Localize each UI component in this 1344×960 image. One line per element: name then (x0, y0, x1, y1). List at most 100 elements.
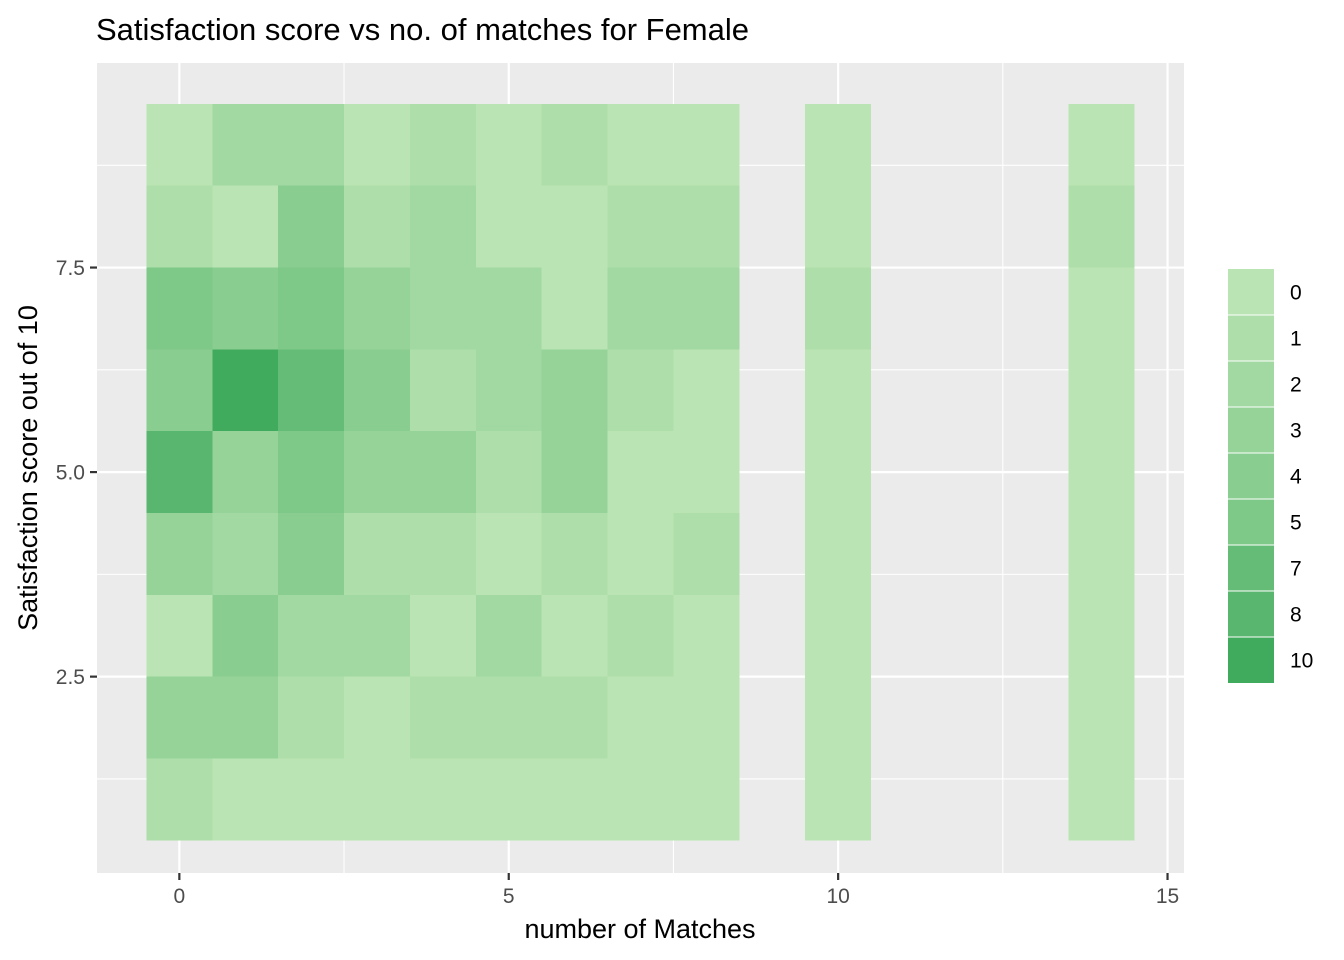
heatmap-tile (1068, 103, 1135, 186)
heatmap-tile (607, 185, 674, 268)
heatmap-tile (278, 758, 345, 841)
heatmap-tile (344, 349, 410, 432)
y-tick-label: 2.5 (56, 666, 85, 689)
heatmap-tile (409, 431, 476, 513)
heatmap-tile (805, 676, 872, 759)
heatmap-tile (673, 349, 740, 432)
heatmap-tile (146, 267, 213, 350)
heatmap-tile (344, 267, 410, 350)
heatmap-tile (212, 594, 279, 677)
heatmap-tile (607, 758, 674, 841)
heatmap-tile (278, 431, 345, 513)
heatmap-tile (607, 267, 674, 350)
legend-label: 5 (1290, 512, 1302, 535)
heatmap-tile (673, 513, 740, 595)
heatmap-tile (541, 349, 608, 432)
legend-swatch (1228, 545, 1274, 591)
heatmap-tile (607, 676, 674, 759)
heatmap-tile (805, 185, 872, 268)
heatmap-tile (673, 185, 740, 268)
legend-label: 0 (1290, 282, 1302, 305)
heatmap-tile (344, 594, 410, 677)
legend-label: 4 (1290, 466, 1302, 489)
heatmap-tile (607, 103, 674, 186)
heatmap-tile (278, 349, 345, 432)
legend-label: 3 (1290, 420, 1302, 443)
heatmap-tile (278, 513, 345, 595)
heatmap-tile (344, 431, 410, 513)
heatmap-tile (212, 267, 279, 350)
color-legend: 0 1 2 3 4 5 7 8 10 (1228, 269, 1313, 683)
x-axis: 0 5 10 15 (174, 873, 1179, 908)
heatmap-tile (278, 676, 345, 759)
heatmap-tiles (146, 103, 1135, 841)
heatmap-tile (1068, 594, 1135, 677)
heatmap-tile (146, 431, 213, 513)
chart-title: Satisfaction score vs no. of matches for… (96, 12, 749, 47)
heatmap-tile (541, 594, 608, 677)
legend-swatch (1228, 591, 1274, 637)
heatmap-tile (146, 676, 213, 759)
heatmap-tile (344, 758, 410, 841)
heatmap-tile (212, 185, 279, 268)
heatmap-tile (344, 676, 410, 759)
x-tick-label: 5 (503, 885, 515, 908)
x-tick-label: 15 (1156, 885, 1179, 908)
heatmap-tile (541, 431, 608, 513)
heatmap-tile (607, 594, 674, 677)
heatmap-tile (475, 185, 542, 268)
heatmap-tile (409, 103, 476, 186)
heatmap-tile (278, 594, 345, 677)
heatmap-tile (805, 349, 872, 432)
legend-swatch (1228, 407, 1274, 453)
heatmap-tile (1068, 349, 1135, 432)
heatmap-tile (541, 103, 608, 186)
heatmap-tile (409, 513, 476, 595)
heatmap-tile (475, 513, 542, 595)
heatmap-tile (212, 758, 279, 841)
x-axis-title: number of Matches (524, 914, 755, 944)
heatmap-tile (805, 513, 872, 595)
legend-label: 8 (1290, 604, 1302, 627)
legend-label: 2 (1290, 374, 1302, 397)
heatmap-tile (212, 103, 279, 186)
legend-label: 10 (1290, 650, 1313, 673)
heatmap-tile (278, 103, 345, 186)
heatmap-tile (541, 267, 608, 350)
x-tick-label: 10 (826, 885, 849, 908)
heatmap-tile (212, 676, 279, 759)
legend-swatch (1228, 499, 1274, 545)
heatmap-tile (805, 103, 872, 186)
heatmap-tile (344, 513, 410, 595)
heatmap-tile (607, 431, 674, 513)
heatmap-tile (607, 513, 674, 595)
heatmap-tile (673, 267, 740, 350)
legend-label: 1 (1290, 328, 1302, 351)
heatmap-tile (146, 349, 213, 432)
heatmap-tile (673, 676, 740, 759)
heatmap-tile (673, 594, 740, 677)
heatmap-tile (146, 185, 213, 268)
heatmap-tile (1068, 267, 1135, 350)
heatmap-tile (344, 185, 410, 268)
heatmap-tile (278, 185, 345, 268)
y-tick-label: 7.5 (56, 257, 85, 280)
heatmap-tile (1068, 431, 1135, 513)
heatmap-tile (805, 594, 872, 677)
y-tick-label: 5.0 (56, 462, 85, 485)
heatmap-tile (278, 267, 345, 350)
legend-swatch (1228, 453, 1274, 499)
heatmap-tile (673, 431, 740, 513)
heatmap-tile (475, 349, 542, 432)
heatmap-tile (1068, 758, 1135, 841)
heatmap-tile (607, 349, 674, 432)
heatmap-tile (146, 594, 213, 677)
heatmap-tile (212, 349, 279, 432)
heatmap-tile (409, 267, 476, 350)
heatmap-tile (475, 594, 542, 677)
heatmap-tile (1068, 513, 1135, 595)
legend-label: 7 (1290, 558, 1302, 581)
heatmap-tile (409, 676, 476, 759)
heatmap-tile (475, 676, 542, 759)
